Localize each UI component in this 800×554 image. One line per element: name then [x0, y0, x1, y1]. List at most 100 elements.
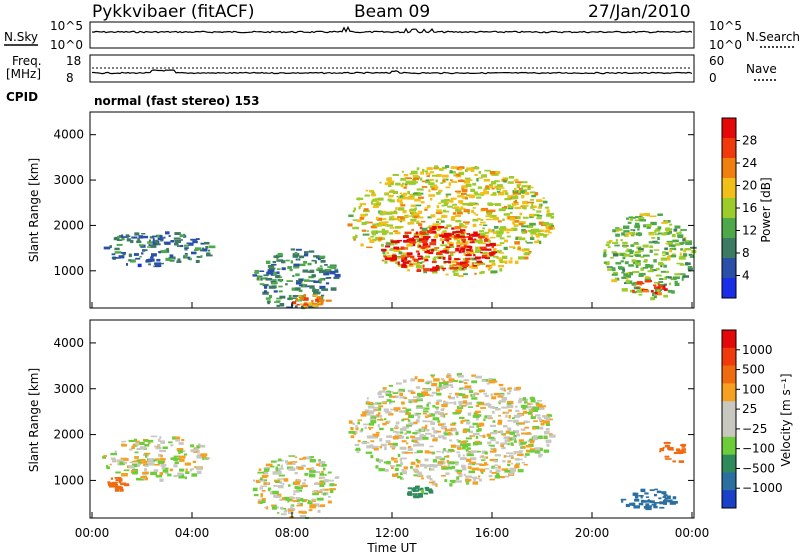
- data-cell: [413, 421, 418, 424]
- data-cell: [484, 231, 490, 234]
- data-cell: [415, 406, 423, 409]
- data-cell: [446, 455, 450, 458]
- data-cell: [437, 420, 441, 423]
- data-cell: [198, 443, 201, 446]
- data-cell: [109, 245, 112, 248]
- data-cell: [653, 505, 658, 509]
- data-cell: [400, 472, 403, 475]
- data-cell: [483, 418, 486, 422]
- data-cell: [403, 426, 409, 429]
- data-cell: [423, 393, 430, 396]
- data-cell: [369, 189, 374, 193]
- data-cell: [466, 447, 471, 450]
- data-cell: [278, 485, 284, 489]
- data-cell: [534, 192, 539, 196]
- data-cell: [399, 435, 405, 439]
- data-cell: [384, 182, 391, 186]
- colorbar-tick-label: 1000: [742, 343, 773, 357]
- data-cell: [384, 192, 389, 196]
- data-cell: [128, 253, 132, 258]
- data-cell: [279, 303, 285, 307]
- data-cell: [175, 439, 180, 442]
- data-cell: [195, 448, 199, 450]
- data-cell: [531, 205, 537, 209]
- data-cell: [491, 380, 498, 383]
- data-cell: [308, 472, 314, 475]
- data-cell: [661, 221, 668, 224]
- data-cell: [440, 414, 444, 418]
- data-cell: [469, 461, 477, 464]
- data-cell: [514, 458, 520, 461]
- data-cell: [620, 239, 623, 242]
- data-cell: [494, 475, 500, 479]
- data-cell: [442, 179, 445, 183]
- data-cell: [512, 221, 516, 225]
- data-cell: [472, 265, 477, 267]
- data-cell: [625, 250, 630, 253]
- data-cell: [377, 392, 382, 396]
- data-cell: [458, 249, 462, 254]
- data-cell: [432, 257, 437, 261]
- data-cell: [135, 440, 140, 443]
- data-cell: [318, 278, 324, 281]
- data-cell: [379, 181, 382, 184]
- data-cell: [123, 461, 128, 464]
- data-cell: [477, 423, 485, 427]
- data-cell: [390, 408, 395, 411]
- data-cell: [615, 239, 618, 242]
- data-cell: [613, 272, 619, 275]
- data-cell: [289, 269, 293, 272]
- data-cell: [466, 458, 472, 462]
- data-cell: [402, 192, 407, 196]
- data-cell: [440, 244, 447, 247]
- data-cell: [424, 450, 430, 454]
- data-cell: [262, 471, 269, 475]
- data-cell: [312, 289, 316, 292]
- data-cell: [399, 458, 403, 462]
- data-cell: [472, 182, 477, 186]
- data-cell: [475, 375, 482, 379]
- data-cell: [632, 243, 640, 245]
- data-cell: [357, 421, 360, 425]
- data-cell: [494, 226, 499, 229]
- data-cell: [257, 499, 262, 502]
- time-x-axis: 00:00 04:00 08:00 12:00 16:00 20:00 00:00: [75, 302, 709, 540]
- data-cell: [304, 472, 309, 476]
- data-cell: [375, 200, 380, 203]
- data-cell: [361, 229, 367, 232]
- data-cell: [353, 237, 356, 241]
- data-cell: [468, 470, 476, 474]
- data-cell: [489, 265, 493, 269]
- data-cell: [611, 251, 617, 254]
- data-cell: [431, 482, 438, 486]
- data-cell: [518, 190, 521, 193]
- data-cell: [206, 252, 211, 256]
- data-cell: [524, 399, 527, 403]
- data-cell: [278, 290, 283, 293]
- data-cell: [324, 491, 329, 496]
- data-cell: [502, 190, 508, 192]
- data-cell: [518, 183, 521, 186]
- data-cell: [459, 416, 465, 419]
- data-cell: [141, 235, 149, 239]
- data-cell: [671, 234, 676, 238]
- data-cell: [503, 180, 507, 183]
- data-cell: [430, 421, 436, 425]
- data-cell: [658, 281, 664, 283]
- data-cell: [452, 231, 459, 234]
- data-cell: [418, 223, 423, 227]
- data-cell: [440, 426, 447, 430]
- date-title: 27/Jan/2010: [588, 2, 691, 22]
- data-cell: [539, 419, 545, 423]
- freq-trace: [92, 69, 693, 75]
- data-cell: [277, 478, 284, 480]
- data-cell: [436, 450, 441, 453]
- data-cell: [513, 419, 519, 424]
- data-cell: [448, 251, 456, 254]
- data-cell: [432, 271, 438, 274]
- data-cell: [432, 405, 436, 408]
- data-cell: [441, 408, 445, 410]
- data-cell: [510, 442, 514, 446]
- data-cell: [473, 238, 477, 241]
- data-cell: [118, 235, 123, 238]
